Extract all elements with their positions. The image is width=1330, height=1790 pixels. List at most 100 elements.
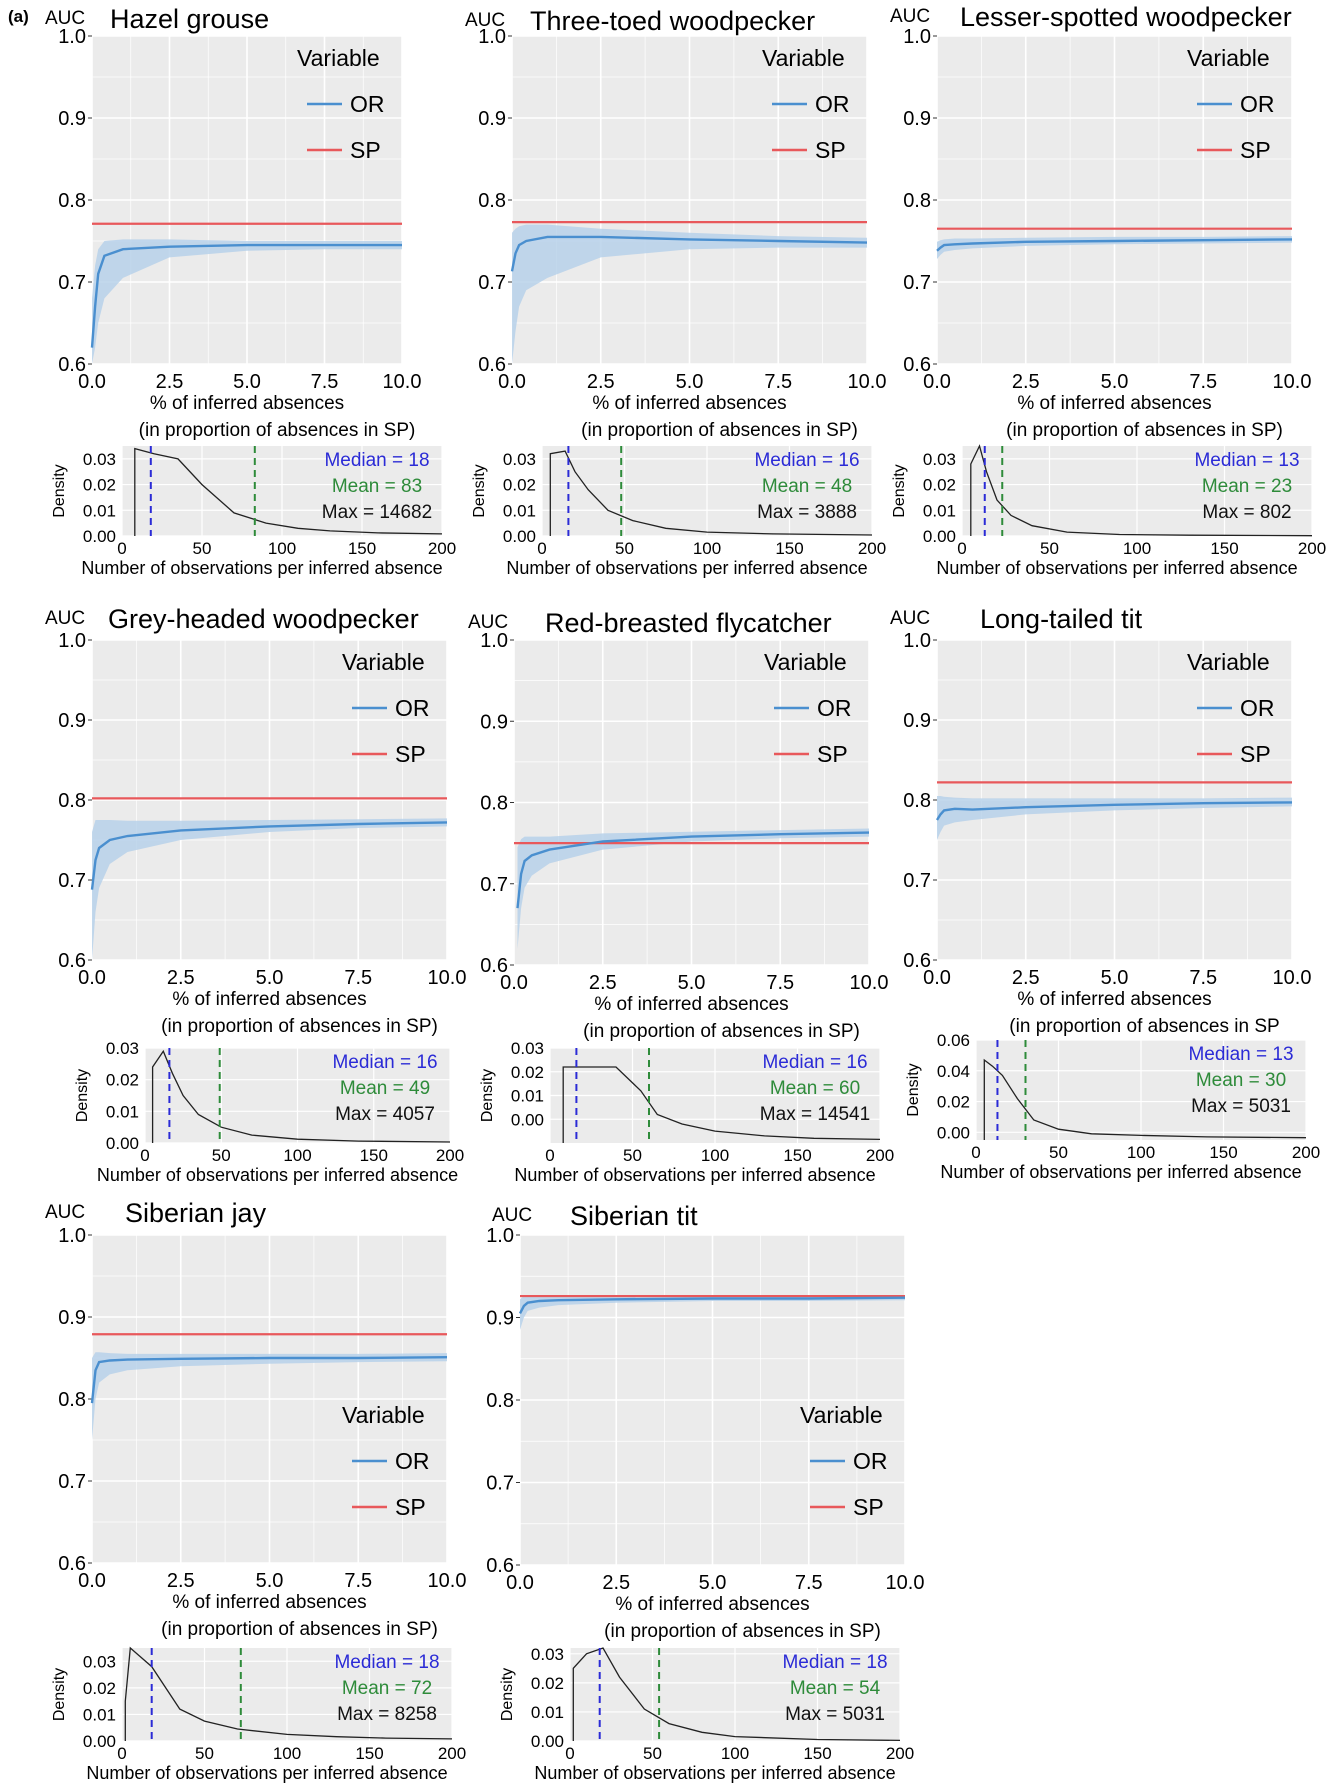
x-tick-label: 2.5 <box>1012 371 1040 393</box>
density-y-axis-label: Density <box>51 1668 68 1721</box>
legend-or-label: OR <box>395 1448 430 1474</box>
y-tick-label: 0.8 <box>58 1389 86 1411</box>
y-tick-label: 0.9 <box>480 711 508 733</box>
density-y-tick-label: 0.00 <box>83 1732 116 1751</box>
y-tick-label: 0.9 <box>903 108 931 130</box>
legend-sp-label: SP <box>817 741 848 767</box>
or-series-line <box>935 801 1293 821</box>
density-x-tick-label: 100 <box>283 1146 311 1165</box>
density-y-axis-label: Density <box>891 464 908 517</box>
or-series-line <box>90 243 402 348</box>
x-tick-label: 5.0 <box>699 1572 727 1594</box>
density-x-tick-label: 50 <box>195 1744 214 1763</box>
max-label: Max = 5031 <box>785 1704 885 1725</box>
y-tick-label: 0.9 <box>486 1308 514 1330</box>
y-tick-label: 0.6 <box>903 950 931 972</box>
x-tick-label: 5.0 <box>1101 371 1129 393</box>
chart-panel-8: AUC Siberian tit 0.6 0.7 0.8 0.9 1.0 0.0 2.5 5.0 7… <box>486 1201 924 1783</box>
density-y-tick-label: 0.00 <box>923 527 956 546</box>
y-tick-label: 0.9 <box>478 108 506 130</box>
density-curve <box>970 444 1313 537</box>
density-subplot: 0.00 0.01 0.02 0.03 0 50 100 150 200 Density Numbe… <box>51 1646 466 1783</box>
density-x-tick-label: 50 <box>623 1146 642 1165</box>
density-y-tick-label: 0.02 <box>83 476 116 495</box>
legend-sp-label: SP <box>395 1494 426 1520</box>
legend-or-label: OR <box>350 91 385 117</box>
median-label: Median = 16 <box>762 1052 867 1073</box>
density-x-axis-label: Number of observations per inferred abse… <box>936 558 1297 578</box>
x-tick-label: 10.0 <box>1273 967 1312 989</box>
density-x-tick-label: 200 <box>866 1146 894 1165</box>
x-axis-label-line2: (in proportion of absences in SP) <box>581 420 858 441</box>
density-y-tick-label: 0.01 <box>83 501 116 520</box>
figure-label: (a) <box>8 7 29 26</box>
x-tick-label: 10.0 <box>848 371 887 393</box>
x-axis-label-line2: (in proportion of absences in SP) <box>161 1619 438 1640</box>
or-confidence-band <box>92 1352 447 1440</box>
median-label: Median = 18 <box>324 450 429 471</box>
density-x-tick-label: 0 <box>117 1744 126 1763</box>
or-confidence-band <box>512 224 867 364</box>
or-series-line <box>510 235 868 272</box>
max-label: Max = 3888 <box>757 502 857 523</box>
density-x-tick-label: 100 <box>268 539 296 558</box>
y-axis-label: AUC <box>492 1205 532 1226</box>
density-x-tick-label: 200 <box>438 1744 466 1763</box>
density-x-tick-label: 150 <box>783 1146 811 1165</box>
y-tick-label: 0.9 <box>58 1307 86 1329</box>
y-axis-label: AUC <box>890 6 930 27</box>
x-tick-label: 10.0 <box>383 371 422 393</box>
density-y-tick-label: 0.02 <box>937 1093 970 1112</box>
chart-title: Siberian jay <box>125 1198 267 1228</box>
x-tick-label: 0.0 <box>923 967 951 989</box>
density-y-tick-label: 0.00 <box>531 1732 564 1751</box>
density-y-axis-label: Density <box>471 464 488 517</box>
density-y-tick-label: 0.01 <box>511 1087 544 1106</box>
density-y-tick-label: 0.01 <box>83 1705 116 1724</box>
legend-or-label: OR <box>815 91 850 117</box>
max-label: Max = 802 <box>1202 502 1291 523</box>
x-tick-label: 0.0 <box>78 967 106 989</box>
legend-or-label: OR <box>817 695 852 721</box>
mean-label: Mean = 23 <box>1202 476 1292 497</box>
x-tick-label: 0.0 <box>506 1572 534 1594</box>
x-tick-label: 2.5 <box>167 1570 195 1592</box>
legend-title: Variable <box>342 1402 425 1428</box>
density-subplot: 0.00 0.01 0.02 0.03 0 50 100 150 200 Density Numbe… <box>471 446 886 578</box>
density-x-tick-label: 0 <box>565 1744 574 1763</box>
x-axis-label: % of inferred absences <box>1017 989 1211 1010</box>
density-y-tick-label: 0.00 <box>106 1134 139 1153</box>
x-tick-label: 7.5 <box>1189 967 1217 989</box>
density-x-tick-label: 200 <box>886 1744 914 1763</box>
density-y-tick-label: 0.03 <box>923 450 956 469</box>
density-x-tick-label: 0 <box>537 539 546 558</box>
legend-or-label: OR <box>1240 91 1275 117</box>
legend-title: Variable <box>297 45 380 71</box>
y-axis-label: AUC <box>45 608 85 629</box>
chart-panel-1: AUC Hazel grouse 0.6 0.7 0.8 0.9 1.0 0.0 2.5 5.0 7… <box>45 4 456 578</box>
x-axis-label-line2: (in proportion of absences in SP) <box>604 1621 881 1642</box>
x-tick-label: 0.0 <box>498 371 526 393</box>
density-curve <box>549 450 873 536</box>
density-x-tick-label: 150 <box>803 1744 831 1763</box>
max-label: Max = 5031 <box>1191 1096 1291 1117</box>
x-tick-label: 0.0 <box>500 972 528 994</box>
x-axis-label: % of inferred absences <box>172 989 366 1010</box>
density-subplot: 0.00 0.01 0.02 0.03 0 50 100 150 200 Density Numbe… <box>891 444 1326 578</box>
y-axis-label: AUC <box>890 608 930 629</box>
density-y-tick-label: 0.02 <box>531 1674 564 1693</box>
x-tick-label: 10.0 <box>1273 371 1312 393</box>
y-axis-label: AUC <box>45 8 85 29</box>
x-axis-label-line2: (in proportion of absences in SP <box>1009 1016 1279 1037</box>
x-tick-label: 0.0 <box>78 371 106 393</box>
density-curve <box>124 1646 453 1741</box>
x-tick-label: 0.0 <box>923 371 951 393</box>
x-tick-label: 2.5 <box>587 371 615 393</box>
median-label: Median = 18 <box>782 1652 887 1673</box>
x-axis-label-line2: (in proportion of absences in SP) <box>139 420 416 441</box>
chart-title: Hazel grouse <box>110 4 269 34</box>
density-x-tick-label: 100 <box>721 1744 749 1763</box>
or-series-line <box>518 1296 906 1314</box>
max-label: Max = 14682 <box>322 502 432 523</box>
x-tick-label: 5.0 <box>678 972 706 994</box>
